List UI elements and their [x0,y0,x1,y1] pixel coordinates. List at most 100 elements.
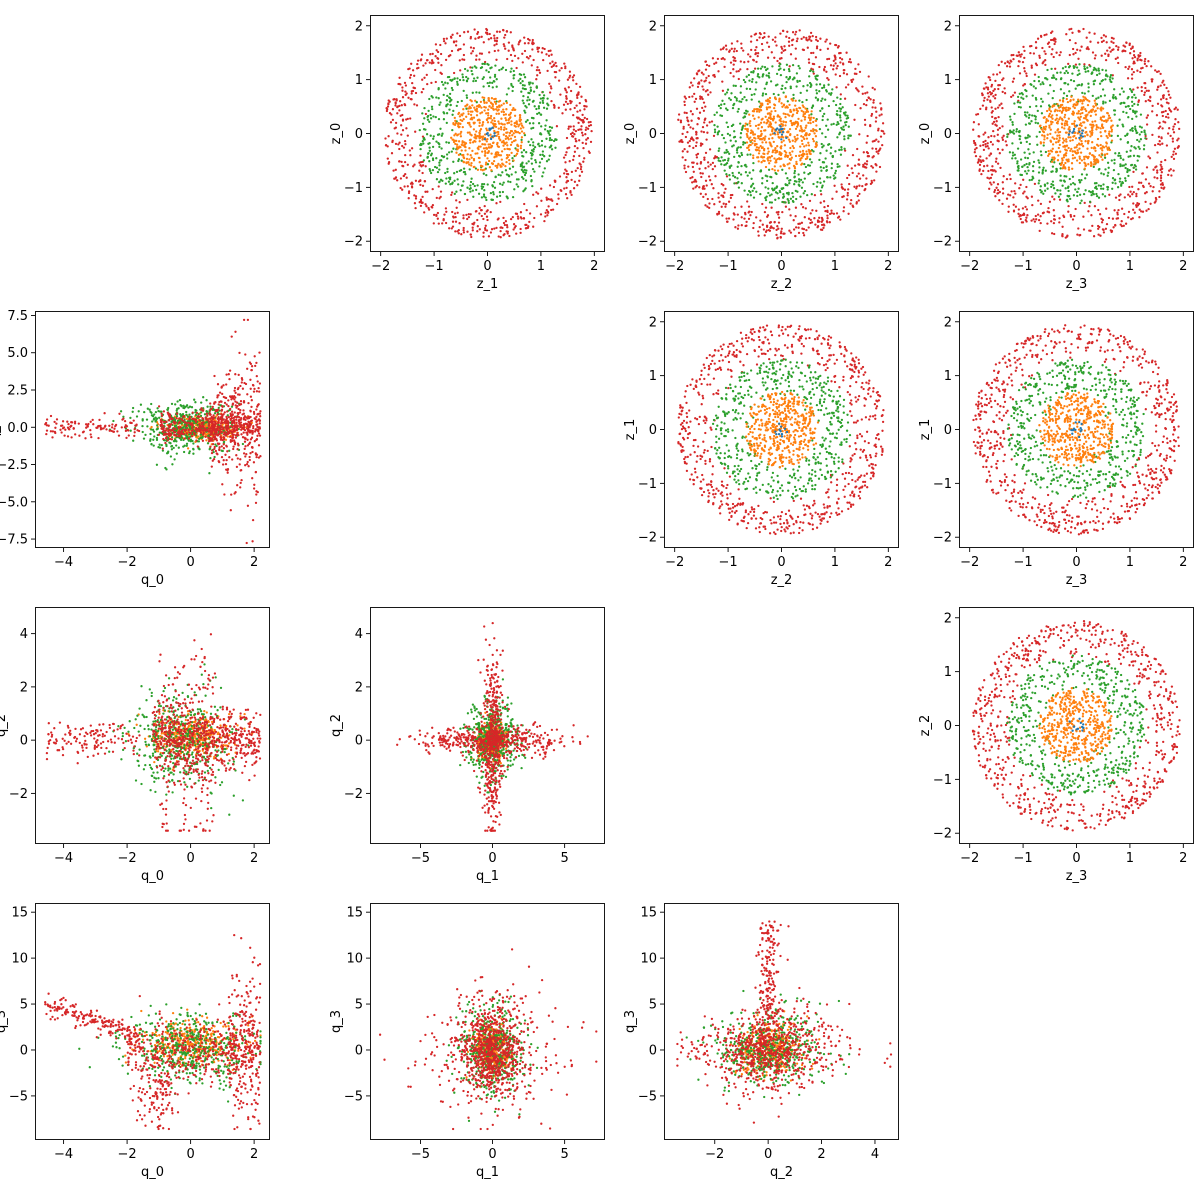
data-point [465,107,468,110]
data-point [760,42,764,46]
data-point [483,227,487,230]
data-point [737,224,740,227]
data-point [1025,95,1028,98]
data-point [478,104,481,107]
data-point [769,113,772,116]
data-point [520,136,524,139]
data-point [1117,208,1120,212]
data-point [478,135,481,139]
data-point [1072,111,1076,115]
data-point [1117,61,1120,65]
data-point [535,86,539,89]
data-point [1109,50,1112,53]
data-point [877,140,880,143]
data-point [1077,98,1080,101]
data-point [1055,167,1058,171]
data-point [1052,156,1056,159]
data-point [874,106,877,109]
data-point [467,160,470,164]
data-point [839,218,842,221]
data-point [780,47,784,50]
data-point [494,175,497,179]
data-point [826,214,829,217]
data-point [782,139,785,142]
data-point [761,223,764,226]
data-point [1039,221,1042,225]
data-point [426,155,429,159]
data-point [426,115,429,119]
data-point [426,190,429,193]
data-point [505,30,509,33]
data-point [810,51,813,55]
data-point [413,194,416,197]
data-point [792,146,795,150]
data-point [750,177,753,180]
data-point [1117,46,1120,49]
data-point [458,145,461,148]
data-point [487,134,490,137]
data-point [821,86,824,90]
data-point [1157,135,1161,138]
data-point [499,226,502,229]
data-point [977,123,980,126]
data-point [569,89,573,93]
data-point [501,66,505,69]
data-point [507,180,510,183]
data-point [510,82,513,86]
data-point [749,136,752,139]
data-point [541,47,544,50]
data-point [527,140,530,143]
data-point [1149,96,1152,99]
data-point [1107,171,1110,174]
data-point [522,149,526,152]
data-point [743,217,746,220]
data-point [527,57,530,60]
data-point [1102,119,1106,123]
data-point [1052,187,1056,190]
data-point [805,228,808,232]
data-point [1049,38,1053,42]
data-point [568,70,572,73]
data-point [499,139,502,142]
data-point [1065,120,1069,123]
data-point [1145,191,1148,194]
data-point [768,101,771,104]
x-tick-label: 2 [884,259,892,274]
data-point [1009,118,1012,121]
data-point [973,151,976,154]
data-point [679,121,683,124]
data-point [732,136,736,139]
data-point [1155,165,1158,168]
data-point [1059,105,1062,109]
data-point [816,181,819,184]
data-point [805,36,808,40]
data-point [488,105,491,108]
data-point [530,138,533,141]
data-point [545,160,549,163]
data-point [794,127,798,131]
data-point [403,185,406,188]
data-point [1064,154,1068,157]
data-point [1125,133,1129,137]
data-point [1058,198,1062,201]
data-point [499,126,503,129]
data-point [724,205,727,208]
data-point [816,74,819,77]
data-point [841,106,844,109]
data-point [784,155,787,158]
data-point [744,127,747,131]
data-point [1051,76,1055,79]
data-point [1016,162,1019,165]
data-point [502,43,505,46]
data-point [393,98,396,101]
data-point [1068,128,1071,131]
data-point [1059,71,1062,74]
data-point [1100,221,1104,224]
data-point [493,39,497,42]
data-point [711,57,715,60]
data-point [395,99,398,102]
data-point [524,120,528,123]
data-point [1077,110,1080,113]
data-point [535,205,539,208]
data-point [565,91,568,94]
